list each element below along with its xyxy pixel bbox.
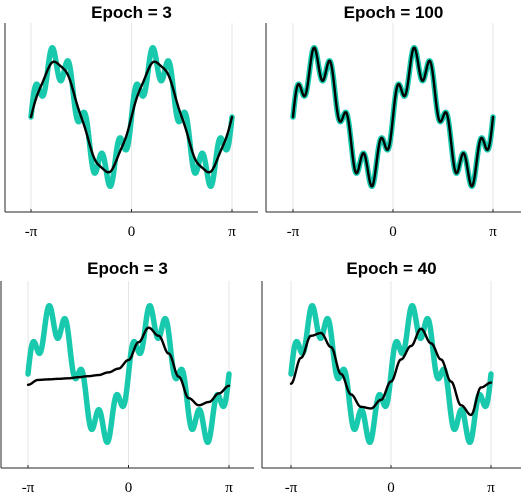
x-tick-label: 0 (128, 224, 136, 240)
chart-panel-4: Epoch = 40 -π 0 π (261, 259, 521, 494)
x-tick-label: π (489, 224, 497, 240)
chart-title: Epoch = 3 (87, 259, 168, 278)
chart-title: Epoch = 100 (344, 3, 444, 22)
chart-panel-1: Epoch = 3 -π 0 π (4, 3, 258, 240)
target-series-line (288, 302, 494, 446)
model-series-line (26, 326, 231, 407)
chart-panel-3: Epoch = 3 -π 0 π (0, 259, 254, 494)
chart-title: Epoch = 3 (91, 3, 172, 22)
x-tick-label: -π (287, 224, 300, 240)
x-tick-label: 0 (389, 224, 397, 240)
x-tick-label: -π (22, 480, 35, 494)
model-series-line (29, 60, 234, 174)
chart-panel-2: Epoch = 100 -π 0 π (265, 3, 521, 240)
x-tick-label: π (487, 480, 495, 494)
x-tick-label: 0 (387, 480, 395, 494)
x-tick-label: -π (25, 224, 38, 240)
model-series-line (291, 46, 495, 188)
x-tick-label: π (228, 224, 236, 240)
x-tick-label: 0 (125, 480, 133, 494)
x-tick-label: -π (285, 480, 298, 494)
target-series-line (25, 302, 232, 446)
x-tick-label: π (225, 480, 233, 494)
model-series-line (289, 327, 493, 417)
chart-title: Epoch = 40 (346, 259, 436, 278)
